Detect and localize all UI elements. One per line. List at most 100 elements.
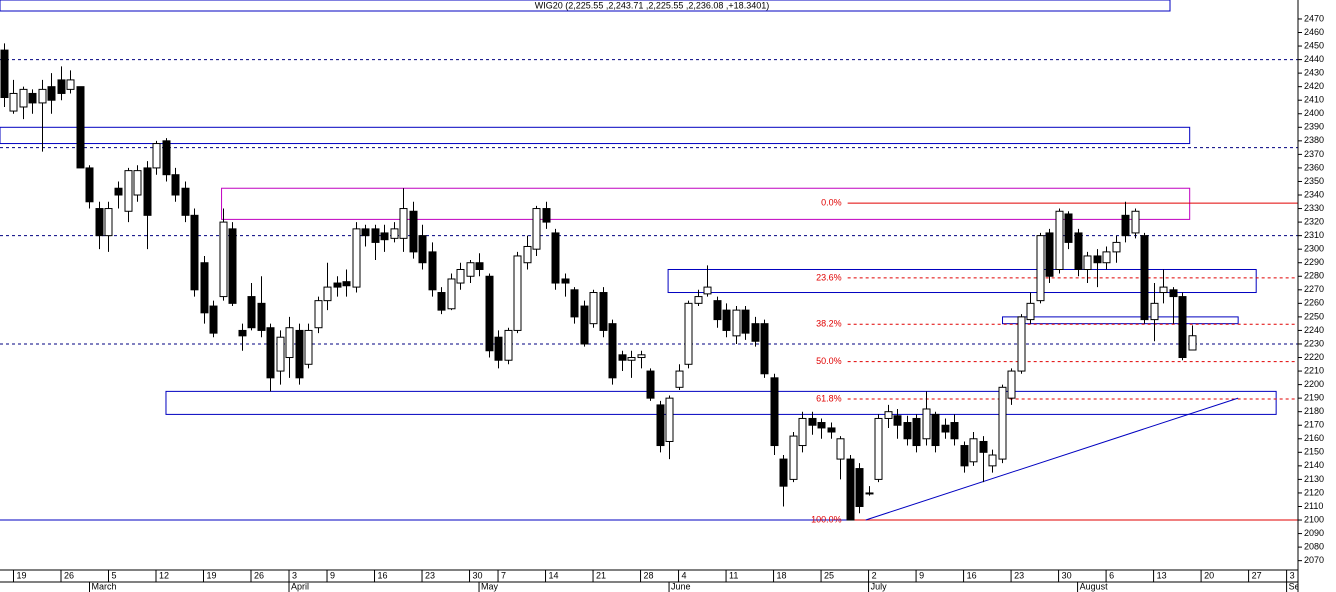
- candle-body: [181, 187, 190, 216]
- candle-body: [390, 228, 399, 239]
- candle-body: [998, 386, 1007, 460]
- candle-body: [893, 415, 902, 426]
- x-tick-label: 16: [378, 570, 388, 580]
- candle-body: [637, 354, 646, 359]
- y-tick-label: 2300: [1304, 244, 1324, 254]
- y-tick-label: 2320: [1304, 216, 1324, 226]
- y-tick-label: 2230: [1304, 338, 1324, 348]
- y-tick-label: 2410: [1304, 95, 1324, 105]
- x-tick-label: 14: [549, 570, 559, 580]
- candle-body: [143, 167, 152, 216]
- y-tick-label: 2110: [1304, 501, 1323, 511]
- candle-body: [1074, 232, 1083, 270]
- y-tick-label: 2420: [1304, 81, 1324, 91]
- fib-label: 100.0%: [811, 514, 842, 524]
- month-label: March: [91, 581, 116, 591]
- y-tick-label: 2280: [1304, 271, 1324, 281]
- candle-body: [874, 417, 883, 480]
- candle-body: [713, 300, 722, 321]
- candle-body: [285, 327, 294, 359]
- candle-body: [817, 422, 826, 429]
- month-label: April: [291, 581, 309, 591]
- candle-body: [295, 329, 304, 379]
- y-tick-label: 2470: [1304, 13, 1324, 23]
- candle-body: [865, 492, 874, 495]
- y-tick-label: 2390: [1304, 122, 1324, 132]
- candle-body: [675, 370, 684, 388]
- x-tick-label: 9: [330, 570, 335, 580]
- y-tick-label: 2430: [1304, 68, 1324, 78]
- candle-body: [162, 140, 171, 176]
- x-tick-label: 20: [1204, 570, 1214, 580]
- y-tick-label: 2290: [1304, 257, 1324, 267]
- fib-label: 61.8%: [816, 393, 842, 403]
- candle-body: [542, 208, 551, 223]
- candle-body: [770, 377, 779, 447]
- candle-body: [703, 286, 712, 295]
- month-label: May: [481, 581, 499, 591]
- zone: [0, 126, 1191, 145]
- month-label: July: [871, 581, 888, 591]
- x-tick-label: 13: [1157, 570, 1167, 580]
- candle-body: [931, 413, 940, 447]
- candle-body: [19, 88, 28, 108]
- x-tick-label: 26: [64, 570, 74, 580]
- candle-body: [855, 468, 864, 507]
- candle-body: [209, 305, 218, 334]
- candle-body: [494, 336, 503, 361]
- candle-body: [114, 187, 123, 196]
- candle-body: [219, 221, 228, 298]
- y-tick-label: 2310: [1304, 230, 1324, 240]
- candle-body: [988, 454, 997, 467]
- candle-body: [466, 262, 475, 277]
- candle-body: [979, 440, 988, 453]
- month-label: August: [1080, 581, 1109, 591]
- candle-body: [684, 302, 693, 365]
- candle-body: [1178, 296, 1187, 359]
- candle-body: [418, 235, 427, 264]
- candle-body: [190, 214, 199, 291]
- y-tick-label: 2150: [1304, 447, 1324, 457]
- candle-body: [47, 86, 56, 101]
- zone: [1002, 316, 1239, 325]
- candle-body: [314, 300, 323, 329]
- candle-body: [257, 302, 266, 331]
- chart-title: WIG20 (2,225.55 ,2,243.71 ,2,225.55 ,2,2…: [535, 0, 769, 10]
- candle-body: [532, 208, 541, 250]
- candle-body: [1188, 335, 1197, 351]
- candle-body: [513, 255, 522, 331]
- x-tick-label: 30: [1062, 570, 1072, 580]
- x-tick-label: 18: [777, 570, 787, 580]
- candle-body: [323, 286, 332, 302]
- candle-body: [1150, 302, 1159, 321]
- candle-body: [1083, 255, 1092, 270]
- x-tick-label: 6: [1109, 570, 1114, 580]
- candle-body: [884, 411, 893, 419]
- candle-body: [352, 228, 361, 288]
- y-tick-label: 2120: [1304, 487, 1324, 497]
- fib-label: 50.0%: [816, 356, 842, 366]
- x-tick-label: 3: [292, 570, 297, 580]
- x-tick-label: 21: [596, 570, 606, 580]
- candle-body: [152, 143, 161, 169]
- candle-body: [1007, 370, 1016, 399]
- y-tick-label: 2210: [1304, 365, 1324, 375]
- candle-body: [580, 305, 589, 345]
- fib-label: 0.0%: [821, 198, 842, 208]
- candle-body: [950, 422, 959, 440]
- y-tick-label: 2370: [1304, 149, 1324, 159]
- candle-body: [912, 417, 921, 447]
- zone: [667, 268, 1257, 294]
- x-tick-label: 19: [207, 570, 217, 580]
- candle-body: [808, 417, 817, 426]
- candle-body: [827, 427, 836, 433]
- y-tick-label: 2360: [1304, 162, 1324, 172]
- candle-body: [1064, 213, 1073, 243]
- candle-body: [200, 262, 209, 314]
- candle-body: [1112, 241, 1121, 253]
- candle-body: [1055, 210, 1064, 270]
- candle-body: [66, 79, 75, 90]
- candle-body: [371, 228, 380, 243]
- candle-body: [722, 309, 731, 331]
- y-tick-label: 2330: [1304, 203, 1324, 213]
